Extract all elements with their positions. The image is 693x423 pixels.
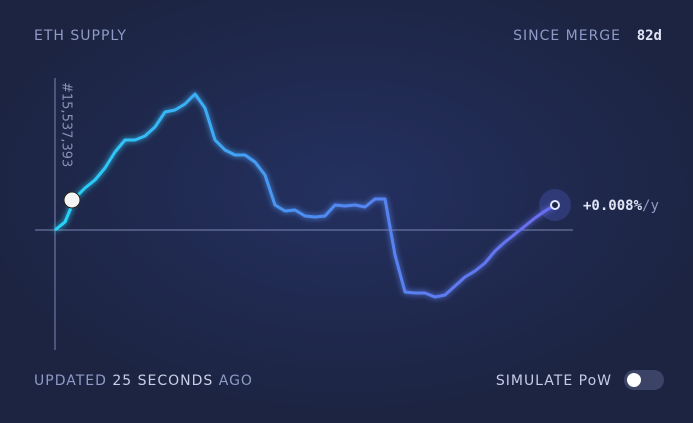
end-unit: /y [642,198,659,214]
simulate-toggle[interactable] [624,370,664,390]
toggle-knob[interactable] [627,373,641,387]
merge-marker [63,191,81,209]
title: ETH SUPPLY [34,28,127,44]
updated-label: UPDATED [34,373,107,389]
since-value: 82d [637,28,662,44]
updated: UPDATED 25 SECONDS AGO [34,373,253,389]
updated-value: 25 SECONDS [112,373,213,389]
end-value: +0.008% [583,198,643,214]
plot: +0.008%/y [54,92,659,299]
since-label: SINCE MERGE [513,28,621,44]
ago: AGO [219,373,253,389]
end-point [550,200,560,210]
end-label: +0.008%/y [583,198,659,214]
simulate-label: SIMULATE PoW [496,373,612,389]
supply-line [54,92,556,299]
block-label: #15,537,393 [59,82,74,167]
